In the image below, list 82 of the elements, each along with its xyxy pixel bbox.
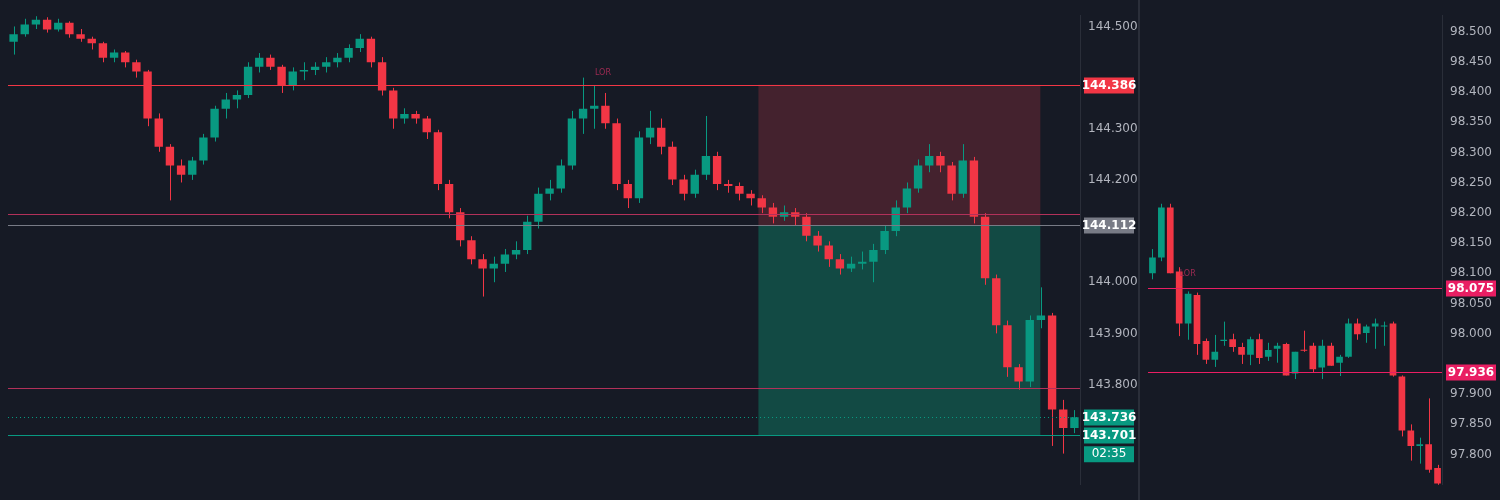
candlestick: [1238, 342, 1245, 365]
y-tick-label: 98.150: [1450, 235, 1492, 250]
candlestick: [165, 143, 175, 201]
candlestick: [188, 156, 197, 181]
candlestick: [657, 118, 666, 155]
candlestick: [679, 174, 688, 201]
candlestick: [288, 66, 297, 91]
candlestick: [199, 133, 208, 166]
y-tick-label: 98.050: [1450, 295, 1492, 310]
y-tick-label: 144.200: [1088, 172, 1138, 187]
candlestick: [422, 115, 431, 140]
y-tick-label: 98.300: [1450, 144, 1492, 159]
candlestick: [556, 158, 565, 194]
candlestick: [545, 179, 554, 201]
y-tick-label: 98.500: [1450, 23, 1492, 38]
candlestick: [690, 169, 699, 199]
candlestick: [1318, 339, 1326, 380]
text: 02:35: [1091, 446, 1127, 461]
candlestick: [601, 92, 610, 130]
candlestick: [701, 115, 711, 181]
y-tick-label: 97.800: [1450, 446, 1492, 461]
y-tick-label: 98.000: [1450, 325, 1492, 340]
y-tick-label: 143.900: [1088, 325, 1138, 340]
candlestick: [1354, 318, 1361, 341]
y-tick-label: 98.250: [1450, 174, 1492, 189]
candlestick: [1416, 437, 1424, 465]
candlestick: [1309, 342, 1317, 374]
candlestick: [1264, 342, 1272, 362]
candlestick: [1407, 423, 1415, 462]
candlestick: [1202, 338, 1210, 365]
candlestick: [1327, 342, 1334, 367]
candlestick: [467, 235, 476, 265]
annotation: LOR: [594, 67, 612, 77]
candlestick: [9, 25, 18, 56]
y-tick-label: 144.500: [1088, 18, 1138, 33]
candlestick: [824, 240, 833, 268]
ref-line-label: 97.936: [1447, 364, 1495, 379]
y-tick-label: 97.850: [1450, 416, 1492, 431]
candlestick: [1434, 464, 1441, 486]
candlestick: [1036, 286, 1046, 329]
candlestick: [590, 84, 599, 130]
candlestick: [1247, 336, 1254, 366]
candlestick: [500, 248, 510, 273]
y-tick-label: 98.350: [1450, 114, 1492, 129]
candlestick: [880, 225, 889, 255]
candlestick: [1362, 324, 1370, 344]
candlestick: [902, 181, 912, 214]
candlestick: [578, 77, 588, 135]
candlestick: [478, 253, 487, 298]
y-tick-label: 98.400: [1450, 84, 1492, 99]
candlestick: [1014, 363, 1023, 391]
candlestick: [1336, 354, 1343, 377]
candlestick: [913, 158, 923, 194]
y-tick-label: 98.200: [1450, 204, 1492, 219]
candlestick: [1273, 342, 1281, 364]
candlestick: [1149, 248, 1156, 280]
candlestick: [813, 230, 822, 253]
candlestick: [221, 92, 230, 120]
candlestick: [176, 158, 186, 183]
candlestick: [835, 253, 845, 276]
ref-line-label: 98.075: [1447, 280, 1495, 295]
candlestick: [1211, 334, 1219, 368]
y-tick-label: 98.450: [1450, 53, 1492, 68]
candlestick: [1371, 318, 1379, 350]
y-tick-label: 98.100: [1450, 265, 1492, 280]
y-tick-label: 143.800: [1088, 376, 1138, 391]
y-tick-label: 144.300: [1088, 120, 1138, 135]
candlestick: [802, 212, 811, 242]
ref-line-label: 143.701: [1081, 427, 1137, 442]
candlestick: [925, 143, 934, 173]
candlestick: [936, 151, 945, 173]
candlestick: [1059, 399, 1068, 455]
candlestick: [255, 52, 264, 73]
candlestick: [869, 243, 878, 283]
y-tick-label: 97.900: [1450, 386, 1492, 401]
y-tick-label: 144.000: [1088, 274, 1138, 289]
candlestick: [1229, 333, 1236, 353]
candlestick: [1256, 333, 1263, 365]
candlestick: [98, 41, 108, 63]
candlestick: [623, 179, 632, 209]
ref-line-label: 143.736: [1081, 409, 1137, 424]
candlestick: [366, 36, 376, 68]
